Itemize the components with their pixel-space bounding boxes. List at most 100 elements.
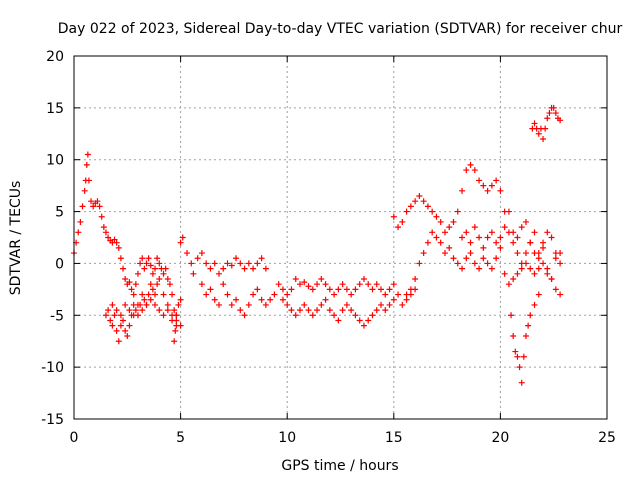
x-tick-label: 15 (385, 430, 403, 446)
data-point (271, 291, 278, 298)
data-point (544, 229, 551, 236)
data-point (480, 255, 487, 262)
data-point (356, 317, 363, 324)
data-point (241, 312, 248, 319)
data-point (531, 301, 538, 308)
data-point (476, 234, 483, 241)
data-point (535, 130, 542, 137)
data-point (399, 218, 406, 225)
data-point (173, 322, 180, 329)
data-point (171, 307, 178, 314)
data-point (183, 250, 190, 257)
data-point (107, 317, 114, 324)
data-point (459, 265, 466, 272)
data-point (510, 333, 517, 340)
y-tick-labels: -15 -10 -5 0 5 10 15 20 (41, 49, 64, 428)
data-point (339, 307, 346, 314)
data-point (141, 265, 148, 272)
data-point (480, 244, 487, 251)
data-point (237, 307, 244, 314)
data-point (117, 312, 124, 319)
data-point (520, 353, 527, 360)
data-point (441, 229, 448, 236)
data-point (540, 239, 547, 246)
data-point (518, 224, 525, 231)
data-point (403, 291, 410, 298)
x-tick-label: 25 (598, 430, 616, 446)
data-point (279, 296, 286, 303)
data-point (111, 236, 118, 243)
data-point (149, 270, 156, 277)
data-point (262, 301, 269, 308)
data-point (454, 260, 461, 267)
y-tick-label: 5 (55, 205, 64, 221)
data-point (84, 151, 91, 158)
data-point (552, 286, 559, 293)
data-point (552, 110, 559, 117)
y-tick-label: 0 (55, 256, 64, 272)
data-point (190, 270, 197, 277)
data-point (514, 234, 521, 241)
data-point (194, 255, 201, 262)
data-point (279, 286, 286, 293)
data-point (557, 260, 564, 267)
data-point (527, 265, 534, 272)
data-point (476, 177, 483, 184)
data-point (390, 213, 397, 220)
data-point (522, 250, 529, 257)
data-point (450, 218, 457, 225)
data-point (510, 239, 517, 246)
data-point (467, 239, 474, 246)
data-point (548, 234, 555, 241)
x-tick-label: 5 (176, 430, 185, 446)
data-point (412, 198, 419, 205)
data-point (109, 301, 116, 308)
data-point (339, 281, 346, 288)
data-point (113, 239, 120, 246)
data-point (360, 275, 367, 282)
data-point (134, 270, 141, 277)
data-point (365, 317, 372, 324)
data-point (96, 203, 103, 210)
data-point (395, 224, 402, 231)
data-point (207, 265, 214, 272)
data-point (215, 301, 222, 308)
data-point (471, 224, 478, 231)
ticks-layer (73, 55, 608, 420)
data-point (514, 250, 521, 257)
data-point (113, 307, 120, 314)
data-point (284, 301, 291, 308)
data-point (237, 260, 244, 267)
plot-frame (73, 55, 608, 420)
data-point (552, 255, 559, 262)
data-point (292, 312, 299, 319)
data-point (164, 275, 171, 282)
data-point (484, 187, 491, 194)
data-point (360, 322, 367, 329)
data-point (120, 317, 127, 324)
data-point (525, 322, 532, 329)
data-point (378, 301, 385, 308)
data-point (314, 307, 321, 314)
x-axis-title: GPS time / hours (281, 458, 398, 474)
data-point (132, 307, 139, 314)
data-point (429, 229, 436, 236)
data-point (454, 208, 461, 215)
data-point (122, 327, 129, 334)
data-point (124, 333, 131, 340)
data-point (352, 312, 359, 319)
data-point (424, 203, 431, 210)
data-point (117, 255, 124, 262)
data-point (516, 364, 523, 371)
data-point (493, 177, 500, 184)
data-point (326, 286, 333, 293)
data-point (228, 262, 235, 269)
data-point (420, 198, 427, 205)
data-point (467, 250, 474, 257)
data-point (258, 255, 265, 262)
data-point (250, 291, 257, 298)
data-point (156, 260, 163, 267)
data-point (403, 208, 410, 215)
y-axis-title: SDTVAR / TECUs (8, 181, 24, 296)
data-point (177, 239, 184, 246)
